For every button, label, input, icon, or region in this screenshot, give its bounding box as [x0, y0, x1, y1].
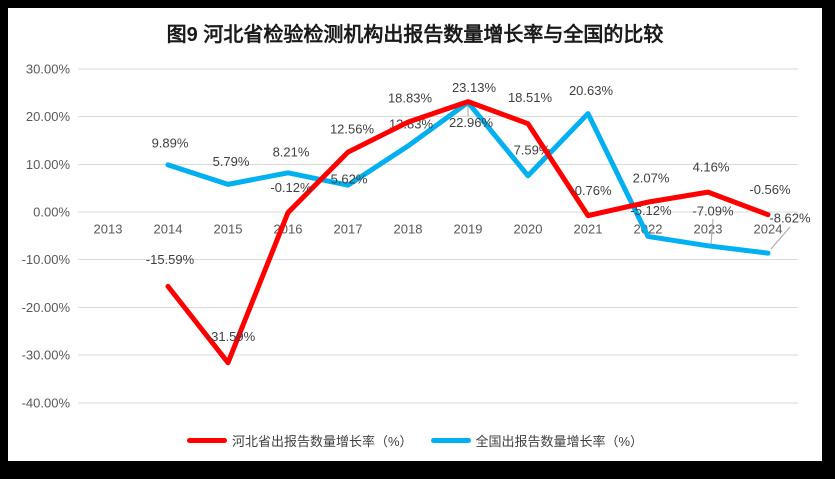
- data-label-hebei: -31.59%: [207, 329, 256, 344]
- y-axis-tick-label: -30.00%: [22, 348, 71, 363]
- x-axis-tick-label: 2024: [754, 222, 783, 237]
- y-axis-tick-label: 20.00%: [26, 109, 71, 124]
- x-axis-tick-label: 2018: [394, 222, 423, 237]
- data-label-national: 8.21%: [273, 144, 310, 159]
- legend-label-hebei: 河北省出报告数量增长率（%）: [231, 434, 413, 449]
- y-axis-tick-label: 30.00%: [26, 61, 71, 76]
- legend: 河北省出报告数量增长率（%） 全国出报告数量增长率（%）: [8, 431, 822, 450]
- x-axis-tick-label: 2014: [154, 222, 183, 237]
- x-axis-tick-label: 2021: [574, 222, 603, 237]
- data-label-hebei: 23.13%: [452, 80, 497, 95]
- data-label-national: -7.09%: [692, 203, 734, 218]
- data-label-hebei: -15.59%: [146, 252, 195, 267]
- legend-swatch-national-line: [430, 438, 471, 443]
- data-label-national: -8.62%: [769, 211, 811, 226]
- legend-label-national: 全国出报告数量增长率（%）: [475, 434, 644, 449]
- data-label-leader-line: [710, 218, 714, 245]
- x-axis-tick-label: 2015: [214, 222, 243, 237]
- data-label-national: 20.63%: [569, 83, 614, 98]
- data-label-leader-line: [770, 226, 791, 250]
- data-label-hebei: 18.83%: [388, 91, 433, 106]
- data-label-hebei: 12.56%: [330, 122, 375, 137]
- y-axis-tick-label: -20.00%: [22, 300, 71, 315]
- data-label-hebei: 18.51%: [508, 90, 553, 105]
- plot-area: 30.00% 20.00% 10.00% 0.00% -10.00% -20.00% -30…: [22, 61, 811, 410]
- data-label-hebei: -0.56%: [749, 182, 791, 197]
- y-axis-tick-label: 0.00%: [33, 205, 70, 220]
- data-label-national: 5.79%: [213, 154, 250, 169]
- y-axis-tick-label: 10.00%: [26, 157, 71, 172]
- y-axis-tick-label: -10.00%: [22, 252, 71, 267]
- data-label-hebei: -0.12%: [270, 180, 312, 195]
- series-line-hebei: [165, 99, 771, 366]
- data-label-hebei: 2.07%: [633, 171, 670, 186]
- data-label-hebei: 4.16%: [693, 160, 730, 175]
- x-axis-tick-label: 2017: [334, 222, 363, 237]
- chart-canvas: 图9 河北省检验检测机构出报告数量增长率与全国的比较 30.00% 20.00% 1…: [8, 8, 822, 461]
- legend-item-hebei: 河北省出报告数量增长率（%）: [186, 431, 413, 450]
- data-label-hebei: -0.76%: [570, 183, 612, 198]
- x-axis-tick-label: 2020: [514, 222, 543, 237]
- x-axis-tick-label: 2019: [454, 222, 483, 237]
- data-label-national: -5.12%: [630, 203, 672, 218]
- legend-item-national: 全国出报告数量增长率（%）: [430, 431, 644, 450]
- data-label-national: 5.62%: [331, 172, 368, 187]
- chart-title: 图9 河北省检验检测机构出报告数量增长率与全国的比较: [166, 24, 664, 46]
- x-axis-tick-label: 2013: [94, 222, 123, 237]
- data-label-national: 22.96%: [449, 115, 494, 130]
- x-axis-tick-label: 2023: [694, 222, 723, 237]
- data-label-national: 9.89%: [152, 135, 189, 150]
- y-axis-tick-label: -40.00%: [22, 395, 71, 410]
- legend-swatch-hebei-line: [186, 438, 227, 443]
